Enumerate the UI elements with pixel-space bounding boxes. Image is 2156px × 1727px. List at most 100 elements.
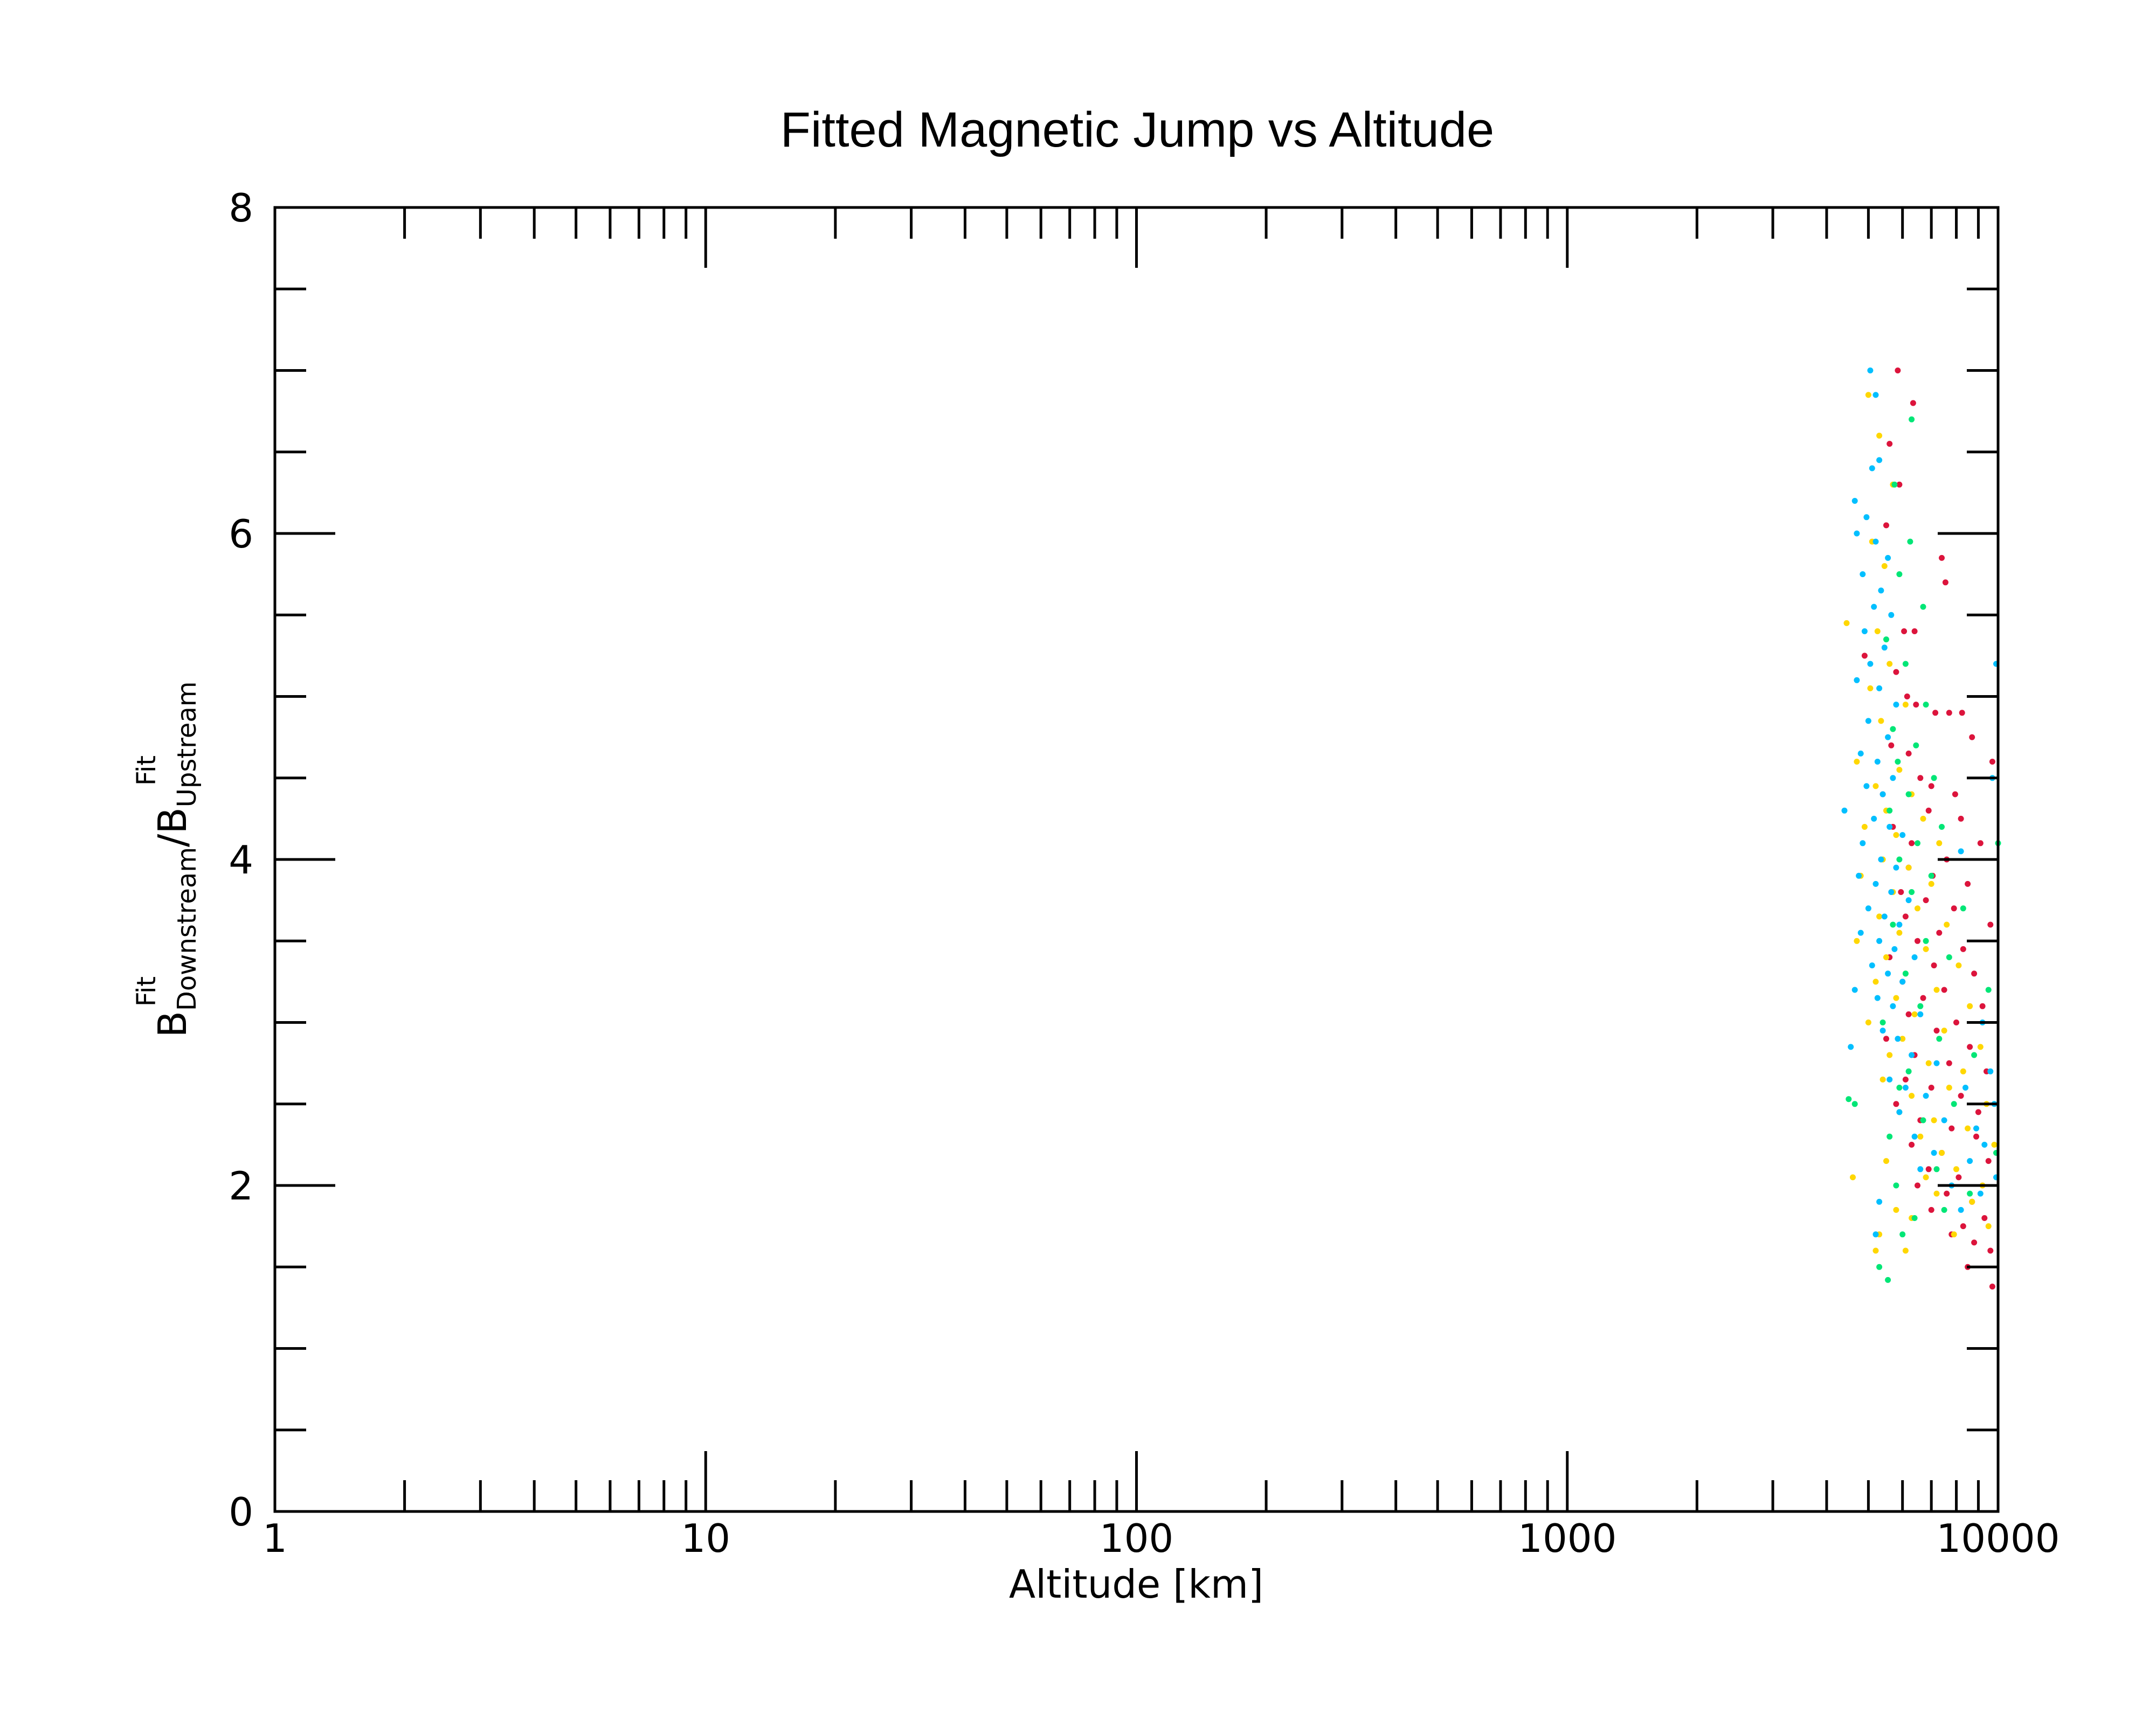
points-layer	[1841, 367, 2001, 1290]
data-point	[1863, 783, 1870, 789]
data-point	[1933, 987, 1940, 993]
data-point	[1888, 612, 1895, 618]
y-tick-label: 8	[229, 185, 253, 231]
data-point	[1928, 880, 1934, 887]
data-point	[1876, 433, 1883, 439]
y-tick-label: 2	[229, 1163, 253, 1209]
data-point	[1885, 970, 1891, 977]
data-point	[1902, 661, 1909, 667]
data-point	[1883, 1158, 1889, 1164]
data-point	[1960, 905, 1966, 912]
data-point	[1946, 710, 1952, 716]
data-point	[1899, 1036, 1906, 1042]
data-point	[1971, 1052, 1978, 1058]
data-point	[1878, 718, 1884, 724]
data-point	[1923, 1174, 1929, 1181]
data-point	[1902, 1085, 1909, 1091]
data-point	[1885, 554, 1891, 561]
data-point	[1969, 734, 1975, 740]
data-point	[1867, 367, 1874, 373]
data-point	[1896, 1109, 1903, 1115]
data-point	[1923, 897, 1929, 904]
data-point	[1910, 400, 1916, 406]
data-point	[1843, 620, 1850, 626]
data-point	[1887, 807, 1893, 814]
data-point	[1865, 718, 1871, 724]
data-point	[1931, 775, 1937, 781]
data-point	[1977, 1190, 1984, 1197]
data-point	[1977, 1044, 1984, 1050]
data-point	[1888, 742, 1895, 748]
y-label-sup1: Fit	[132, 976, 162, 1007]
data-point	[1985, 987, 1992, 993]
data-point	[1959, 710, 1965, 716]
data-point	[1874, 628, 1881, 634]
data-point	[1883, 1036, 1889, 1042]
data-point	[1941, 1028, 1947, 1034]
data-point	[1981, 1141, 1988, 1148]
data-point	[1915, 1182, 1920, 1189]
data-point	[1887, 441, 1893, 447]
data-point	[1851, 1101, 1858, 1107]
data-point	[1896, 481, 1903, 488]
data-point	[1872, 783, 1879, 789]
data-point	[1902, 1076, 1909, 1083]
data-point	[1969, 1198, 1975, 1205]
data-point	[1920, 1117, 1926, 1123]
data-point	[1931, 962, 1937, 969]
data-point	[1967, 1158, 1973, 1164]
data-point	[1917, 1133, 1924, 1140]
data-point	[1851, 498, 1858, 504]
data-point	[1874, 759, 1881, 765]
data-point	[1876, 913, 1883, 920]
data-point	[1860, 571, 1866, 578]
data-point	[1888, 889, 1895, 895]
data-point	[1979, 1003, 1986, 1009]
data-point	[1856, 872, 1862, 879]
data-point	[1909, 1052, 1915, 1058]
data-point	[1923, 938, 1929, 944]
data-point	[1942, 579, 1948, 586]
data-point	[1991, 1141, 1998, 1148]
data-point	[1883, 522, 1889, 529]
data-point	[1854, 677, 1860, 683]
data-point	[1933, 1190, 1940, 1197]
data-point	[1885, 734, 1891, 740]
data-point	[1962, 1085, 1968, 1091]
data-point	[1987, 921, 1994, 928]
data-point	[1887, 1076, 1893, 1083]
data-point	[1848, 1044, 1854, 1050]
data-point	[1883, 954, 1889, 960]
data-point	[1871, 815, 1877, 822]
x-tick-label: 100	[1100, 1516, 1173, 1561]
data-point	[1881, 913, 1888, 920]
data-point	[1899, 832, 1906, 838]
data-point	[1909, 416, 1915, 422]
data-point	[1913, 702, 1919, 708]
data-point	[1925, 1060, 1932, 1066]
data-point	[1913, 742, 1919, 748]
data-point	[1893, 669, 1899, 675]
data-point	[1946, 954, 1952, 960]
data-point	[1946, 1085, 1952, 1091]
data-point	[1911, 954, 1918, 960]
data-point	[1915, 938, 1920, 944]
data-point	[1878, 587, 1884, 594]
data-point	[1860, 840, 1866, 847]
data-point	[1876, 457, 1883, 463]
data-point	[1953, 1166, 1959, 1173]
data-point	[1896, 767, 1903, 773]
data-point	[1896, 1085, 1903, 1091]
data-point	[1872, 979, 1879, 985]
data-point	[1872, 392, 1879, 398]
data-point	[1907, 538, 1913, 545]
data-point	[1951, 1101, 1957, 1107]
data-point	[1863, 514, 1870, 521]
data-point	[1944, 1190, 1950, 1197]
y-tick-label: 6	[229, 511, 253, 557]
data-point	[1899, 979, 1906, 985]
y-label-b2: B	[150, 807, 195, 834]
data-point	[1987, 1247, 1994, 1254]
